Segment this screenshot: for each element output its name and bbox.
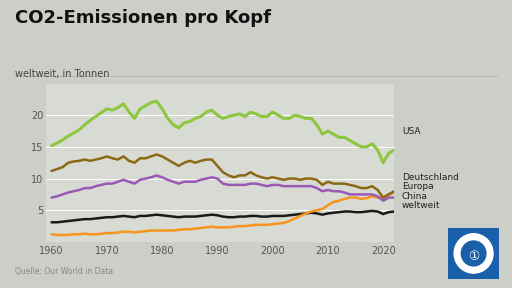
Circle shape [454, 234, 493, 273]
Text: ①: ① [468, 249, 479, 263]
Text: weltweit, in Tonnen: weltweit, in Tonnen [15, 69, 110, 79]
Text: Europa: Europa [402, 182, 434, 191]
Circle shape [461, 241, 486, 266]
Text: CO2-Emissionen pro Kopf: CO2-Emissionen pro Kopf [15, 9, 271, 27]
Text: Quelle: Our World in Data: Quelle: Our World in Data [15, 268, 114, 276]
Text: Deutschland: Deutschland [402, 173, 459, 182]
Text: USA: USA [402, 126, 420, 136]
Text: China: China [402, 192, 428, 201]
Text: weltweit: weltweit [402, 201, 440, 210]
